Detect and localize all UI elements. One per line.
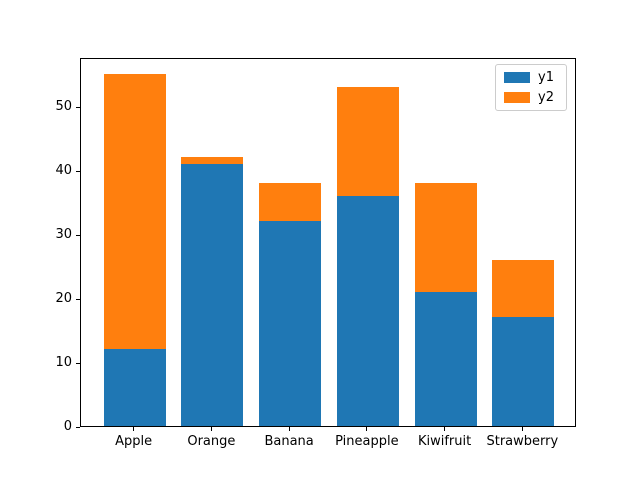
bar-apple-y1 (103, 349, 166, 426)
y-tick-mark (76, 426, 80, 428)
bar-strawberry-y1 (492, 317, 555, 426)
legend-label-y1: y1 (538, 70, 554, 85)
legend-swatch-y1-icon (504, 72, 531, 83)
x-axis-category-label: Apple (115, 434, 153, 449)
x-axis-category-label: Pineapple (335, 434, 399, 449)
x-tick-mark (444, 427, 446, 431)
bar-kiwifruit-y1 (414, 291, 477, 426)
y-axis-tick-label: 40 (55, 163, 72, 179)
x-tick-mark (366, 427, 368, 431)
x-tick-mark (288, 427, 290, 431)
legend-swatch-y2-icon (504, 92, 531, 103)
bar-orange-y2 (181, 157, 244, 164)
bars-layer (81, 59, 575, 426)
bar-pineapple-y1 (336, 195, 399, 426)
legend-entry-y1: y1 (504, 70, 558, 85)
y-axis-tick-label: 10 (55, 355, 72, 371)
bar-banana-y1 (259, 221, 322, 426)
y-axis-tick-label: 20 (55, 291, 72, 307)
x-tick-mark (133, 427, 135, 431)
bar-orange-y1 (181, 163, 244, 426)
legend: y1 y2 (495, 64, 567, 111)
bar-banana-y2 (259, 183, 322, 222)
x-axis-category-label: Strawberry (486, 434, 559, 449)
x-axis-category-label: Kiwifruit (417, 434, 472, 449)
y-tick-mark (76, 234, 80, 236)
bar-apple-y2 (103, 74, 166, 350)
plot-area: y1 y2 (80, 58, 576, 427)
bar-pineapple-y2 (336, 87, 399, 196)
y-axis-tick-label: 30 (55, 227, 72, 243)
y-axis-tick-label: 0 (63, 419, 72, 434)
bar-strawberry-y2 (492, 259, 555, 318)
x-tick-mark (521, 427, 523, 431)
y-tick-mark (76, 170, 80, 172)
y-tick-mark (76, 362, 80, 364)
y-tick-mark (76, 106, 80, 108)
legend-label-y2: y2 (538, 90, 554, 105)
x-axis-category-label: Orange (187, 434, 236, 449)
x-axis-category-label: Banana (264, 434, 314, 449)
x-tick-mark (210, 427, 212, 431)
y-tick-mark (76, 298, 80, 300)
y-axis-tick-label: 50 (55, 99, 72, 115)
legend-entry-y2: y2 (504, 90, 558, 105)
bar-kiwifruit-y2 (414, 183, 477, 292)
